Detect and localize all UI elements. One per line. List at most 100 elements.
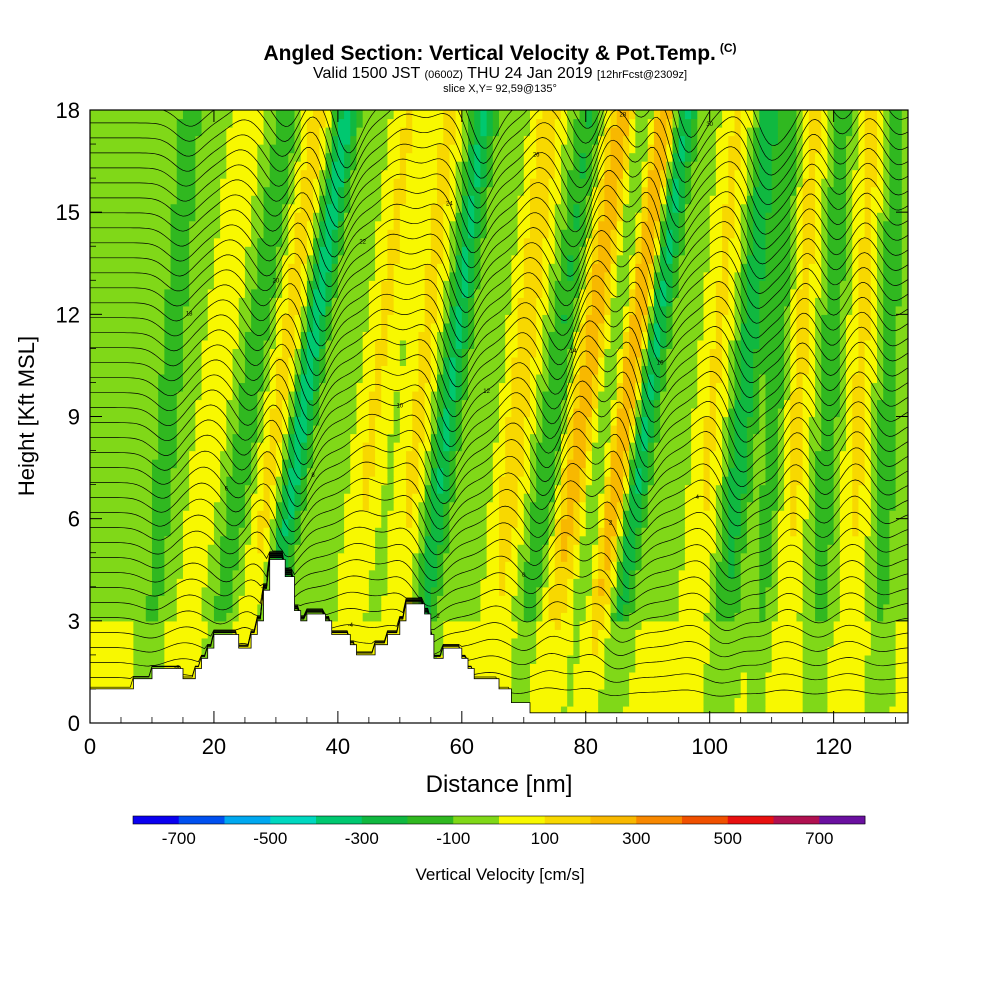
velocity-cell — [406, 339, 420, 349]
velocity-cell — [418, 442, 432, 452]
velocity-cell — [796, 195, 804, 205]
velocity-cell — [567, 220, 574, 230]
velocity-cell — [368, 578, 389, 588]
velocity-cell — [858, 288, 872, 298]
velocity-cell — [728, 407, 736, 418]
velocity-cell — [275, 493, 283, 503]
velocity-cell — [158, 612, 178, 622]
velocity-cell — [678, 603, 711, 613]
velocity-cell — [337, 561, 376, 571]
velocity-cell — [684, 535, 717, 545]
velocity-cell — [815, 476, 835, 486]
velocity-cell — [257, 510, 271, 520]
velocity-cell — [213, 263, 246, 273]
velocity-cell — [858, 135, 866, 145]
velocity-cell — [604, 152, 612, 162]
velocity-cell — [839, 322, 847, 332]
velocity-cell — [182, 569, 209, 579]
velocity-cell — [381, 595, 413, 605]
velocity-cell — [629, 271, 636, 281]
velocity-cell — [567, 476, 581, 486]
velocity-cell — [684, 229, 711, 239]
velocity-cell — [864, 544, 878, 554]
velocity-cell — [846, 433, 853, 443]
velocity-cell — [864, 586, 878, 596]
velocity-cell — [858, 271, 872, 281]
velocity-cell — [133, 637, 165, 647]
colorbar-swatch — [453, 816, 500, 824]
velocity-cell — [560, 144, 574, 154]
velocity-cell — [622, 612, 630, 622]
velocity-cell — [474, 280, 482, 290]
velocity-cell — [90, 476, 153, 486]
velocity-cell — [294, 144, 302, 154]
velocity-cell — [802, 620, 835, 630]
velocity-cell — [759, 169, 773, 179]
velocity-cell — [821, 144, 829, 154]
velocity-cell — [635, 552, 643, 562]
velocity-cell — [306, 348, 320, 358]
velocity-cell — [715, 535, 723, 545]
velocity-cell — [684, 212, 711, 222]
velocity-cell — [759, 501, 779, 511]
velocity-cell — [622, 382, 636, 392]
velocity-cell — [653, 280, 661, 290]
velocity-cell — [505, 373, 512, 384]
velocity-cell — [529, 552, 543, 562]
velocity-cell — [362, 484, 370, 494]
velocity-cell — [399, 246, 432, 256]
velocity-cell — [616, 229, 624, 239]
velocity-cell — [604, 459, 612, 469]
velocity-cell — [282, 433, 289, 443]
velocity-cell — [610, 135, 624, 145]
velocity-cell — [325, 178, 333, 188]
velocity-cell — [653, 467, 692, 477]
velocity-cell — [437, 433, 444, 443]
isentrope-line — [90, 215, 908, 302]
velocity-cell — [529, 705, 562, 716]
velocity-cell — [877, 407, 897, 418]
velocity-cell — [282, 288, 289, 298]
velocity-cell — [387, 161, 401, 171]
isentrope-line — [90, 335, 908, 421]
velocity-cell — [746, 697, 767, 707]
velocity-cell — [858, 493, 872, 503]
velocity-cell — [759, 178, 773, 188]
velocity-cell — [375, 263, 389, 273]
isentrope-line — [90, 305, 908, 391]
velocity-cell — [691, 467, 705, 477]
velocity-cell — [591, 578, 599, 588]
velocity-cell — [858, 339, 866, 349]
velocity-cell — [808, 152, 816, 162]
velocity-cell — [294, 484, 302, 494]
velocity-cell — [579, 263, 587, 273]
velocity-cell — [833, 467, 841, 477]
velocity-cell — [306, 152, 320, 162]
velocity-cell — [827, 646, 872, 656]
velocity-cell — [220, 195, 252, 205]
isentrope-line — [90, 260, 908, 347]
velocity-cell — [877, 527, 891, 537]
velocity-cell — [554, 135, 568, 145]
velocity-cell — [715, 399, 729, 409]
velocity-cell — [474, 288, 512, 298]
velocity-cell — [560, 612, 574, 622]
velocity-cell — [90, 246, 172, 256]
isentrope-line — [90, 290, 908, 377]
velocity-cell — [722, 442, 729, 452]
velocity-cell — [238, 612, 258, 622]
velocity-cell — [846, 263, 853, 273]
velocity-cell — [784, 459, 791, 469]
velocity-cell — [251, 195, 265, 205]
velocity-cell — [815, 169, 829, 179]
velocity-cell — [777, 527, 791, 537]
velocity-cell — [226, 425, 240, 435]
velocity-cell — [790, 246, 798, 256]
velocity-cell — [703, 450, 711, 460]
velocity-cell — [90, 544, 153, 554]
velocity-cell — [300, 271, 308, 281]
velocity-cell — [257, 518, 271, 528]
velocity-cell — [418, 518, 426, 528]
velocity-cell — [251, 220, 265, 230]
velocity-cell — [437, 578, 444, 588]
